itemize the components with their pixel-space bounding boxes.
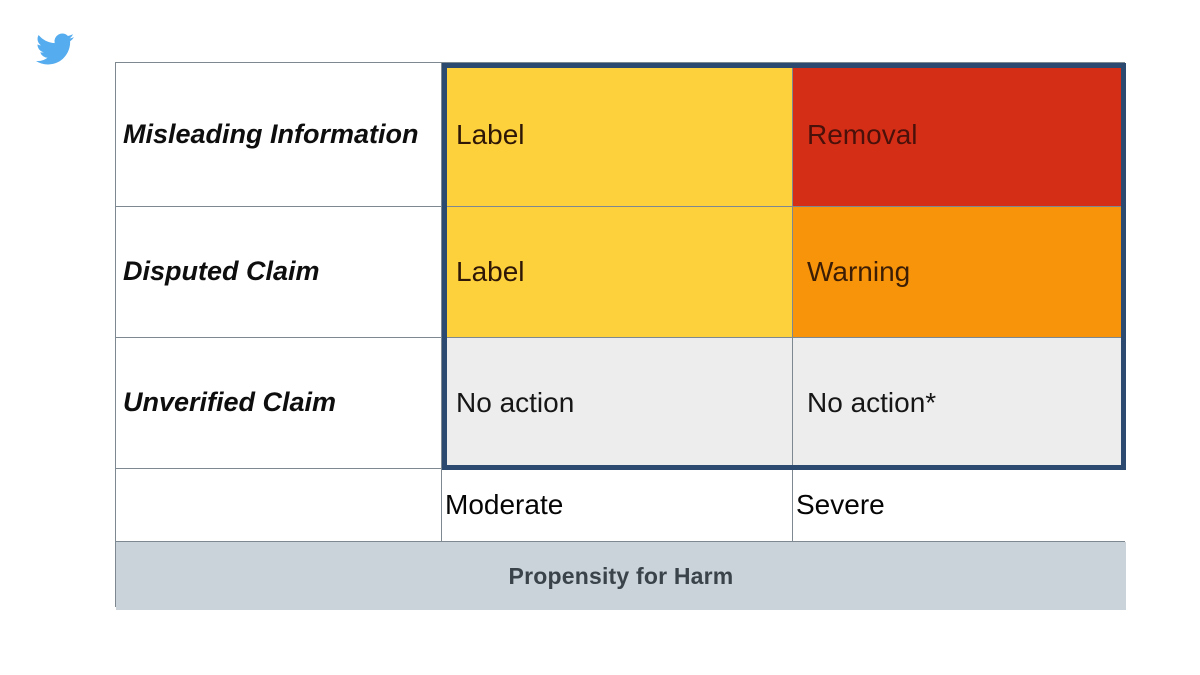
footer-text: Propensity for Harm xyxy=(508,562,734,589)
cell-text: Warning xyxy=(807,256,911,287)
cell-disputed-severe: Warning xyxy=(793,207,1126,337)
cell-text: No action xyxy=(456,387,575,418)
cell-text: Label xyxy=(456,256,525,287)
row-label-disputed-claim: Disputed Claim xyxy=(116,207,441,337)
row-label-text: Misleading Information xyxy=(123,118,419,149)
twitter-bird-icon xyxy=(36,33,74,65)
cell-text: Label xyxy=(456,118,525,150)
cell-misleading-severe: Removal xyxy=(793,63,1126,206)
severity-label-moderate: Moderate xyxy=(442,469,792,541)
cell-unverified-severe: No action* xyxy=(793,338,1126,468)
severity-text: Moderate xyxy=(445,489,564,520)
severity-text: Severe xyxy=(796,489,885,520)
row-label-misleading-information: Misleading Information xyxy=(116,63,441,206)
cell-severity-spacer xyxy=(116,469,441,541)
cell-unverified-moderate: No action xyxy=(442,338,792,468)
cell-text: Removal xyxy=(807,118,918,150)
cell-text: No action* xyxy=(807,387,937,418)
twitter-logo-icon xyxy=(32,30,78,68)
cell-misleading-moderate: Label xyxy=(442,63,792,206)
severity-label-severe: Severe xyxy=(793,469,1126,541)
cell-disputed-moderate: Label xyxy=(442,207,792,337)
row-label-text: Disputed Claim xyxy=(123,256,320,287)
row-label-text: Unverified Claim xyxy=(123,387,337,418)
row-label-unverified-claim: Unverified Claim xyxy=(116,338,441,468)
axis-title-propensity-for-harm: Propensity for Harm xyxy=(116,542,1126,610)
moderation-matrix-table: Misleading Information Label Removal Dis… xyxy=(115,62,1126,610)
